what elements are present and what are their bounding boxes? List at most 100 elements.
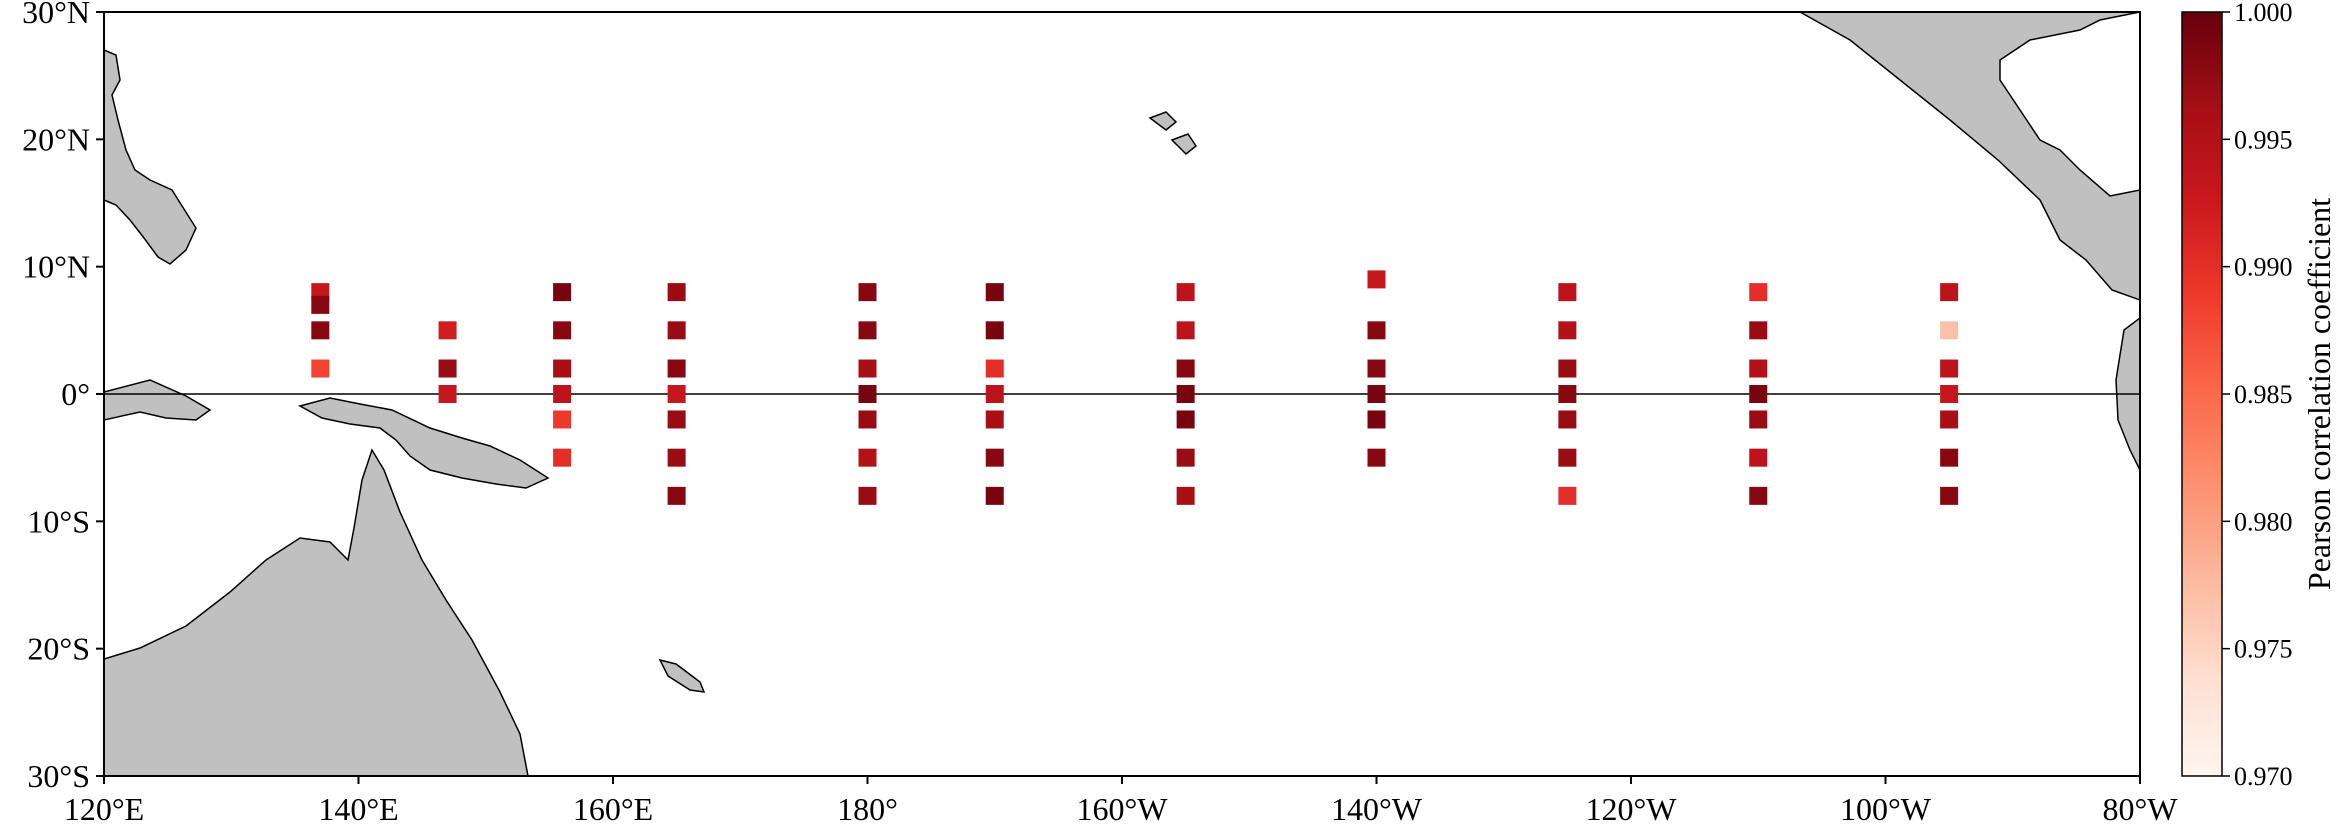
y-tick-label: 30°N	[22, 0, 90, 30]
data-point	[1367, 359, 1386, 378]
data-point	[1176, 448, 1195, 467]
data-point	[985, 385, 1004, 403]
data-point	[985, 283, 1004, 302]
y-axis-ticks: 30°N 20°N 10°N 0° 10°S 20°S 30°S	[22, 0, 104, 794]
data-point	[1749, 321, 1768, 340]
data-point	[1749, 448, 1768, 467]
x-tick-label: 120°W	[1586, 791, 1678, 827]
data-point	[985, 321, 1004, 340]
data-point	[1367, 448, 1386, 467]
data-point	[311, 321, 330, 340]
colorbar-gradient	[2182, 12, 2222, 776]
data-point	[1940, 448, 1959, 467]
data-point	[1940, 321, 1959, 340]
data-point	[311, 295, 330, 314]
data-point	[311, 359, 330, 378]
data-point	[1749, 486, 1768, 505]
data-point	[438, 359, 457, 378]
land-layer	[104, 12, 2140, 776]
land-central-america	[1700, 12, 2140, 301]
colorbar-tick-label: 0.990	[2234, 253, 2293, 282]
colorbar-tick-label: 0.980	[2234, 507, 2293, 536]
x-tick-label: 160°E	[573, 791, 653, 827]
colorbar-tick-label: 0.995	[2234, 125, 2293, 154]
data-points	[311, 270, 1959, 505]
data-point	[1749, 359, 1768, 378]
land-new-caledonia	[658, 658, 706, 693]
data-point	[438, 385, 457, 403]
y-tick-label: 20°S	[27, 631, 90, 667]
y-tick-label: 30°S	[27, 758, 90, 794]
data-point	[1940, 359, 1959, 378]
data-point	[667, 283, 686, 302]
data-point	[553, 448, 572, 467]
data-point	[1940, 410, 1959, 429]
land-australia	[104, 448, 529, 776]
data-point	[1176, 283, 1195, 302]
x-tick-label: 180°	[837, 791, 898, 827]
data-point	[1558, 410, 1577, 429]
data-point	[985, 359, 1004, 378]
data-point	[1749, 410, 1768, 429]
data-point	[1558, 448, 1577, 467]
data-point	[858, 359, 877, 378]
data-point	[1749, 385, 1768, 403]
data-point	[1940, 385, 1959, 403]
data-point	[1940, 283, 1959, 302]
data-point	[858, 486, 877, 505]
land-new-guinea	[297, 397, 550, 489]
x-axis-ticks: 120°E 140°E 160°E 180° 160°W 140°W 120°W 100°W 8…	[64, 776, 2178, 827]
data-point	[667, 410, 686, 429]
x-tick-label: 160°W	[1077, 791, 1169, 827]
data-point	[553, 359, 572, 378]
data-point	[1558, 359, 1577, 378]
land-philippines	[104, 49, 197, 265]
data-point	[667, 385, 686, 403]
data-point	[1176, 321, 1195, 340]
data-point	[858, 283, 877, 302]
x-tick-label: 80°W	[2103, 791, 2179, 827]
data-point	[1176, 359, 1195, 378]
data-point	[1176, 385, 1195, 403]
data-point	[1558, 385, 1577, 403]
colorbar: 1.000 0.995 0.990 0.985 0.980 0.975 0.970 Pear…	[2181, 0, 2337, 791]
data-point	[1176, 486, 1195, 505]
y-tick-label: 10°N	[22, 249, 90, 285]
x-tick-label: 100°W	[1840, 791, 1932, 827]
colorbar-tick-label: 1.000	[2234, 0, 2293, 27]
data-point	[985, 410, 1004, 429]
y-tick-label: 0°	[61, 376, 90, 412]
data-point	[858, 410, 877, 429]
data-point	[667, 448, 686, 467]
data-point	[1558, 283, 1577, 302]
data-point	[553, 283, 572, 302]
data-point	[985, 486, 1004, 505]
data-point	[1940, 486, 1959, 505]
data-point	[1558, 486, 1577, 505]
data-point	[1558, 321, 1577, 340]
data-point	[1367, 321, 1386, 340]
data-point	[985, 448, 1004, 467]
land-timor-sulawesi	[104, 379, 212, 421]
colorbar-title: Pearson correlation coefficient	[2301, 198, 2337, 590]
x-tick-label: 140°E	[318, 791, 398, 827]
data-point	[858, 385, 877, 403]
data-point	[667, 321, 686, 340]
data-point	[858, 321, 877, 340]
data-point	[667, 359, 686, 378]
colorbar-tick-label: 0.975	[2234, 635, 2293, 664]
data-point	[553, 385, 572, 403]
data-point	[553, 410, 572, 429]
x-tick-label: 140°W	[1331, 791, 1423, 827]
data-point	[1367, 385, 1386, 403]
data-point	[1749, 283, 1768, 302]
data-point	[553, 321, 572, 340]
data-point	[858, 448, 877, 467]
y-tick-label: 10°S	[27, 503, 90, 539]
data-point	[1367, 270, 1386, 289]
x-tick-label: 120°E	[64, 791, 144, 827]
data-point	[438, 321, 457, 340]
data-point	[667, 486, 686, 505]
colorbar-tick-label: 0.970	[2234, 762, 2293, 791]
